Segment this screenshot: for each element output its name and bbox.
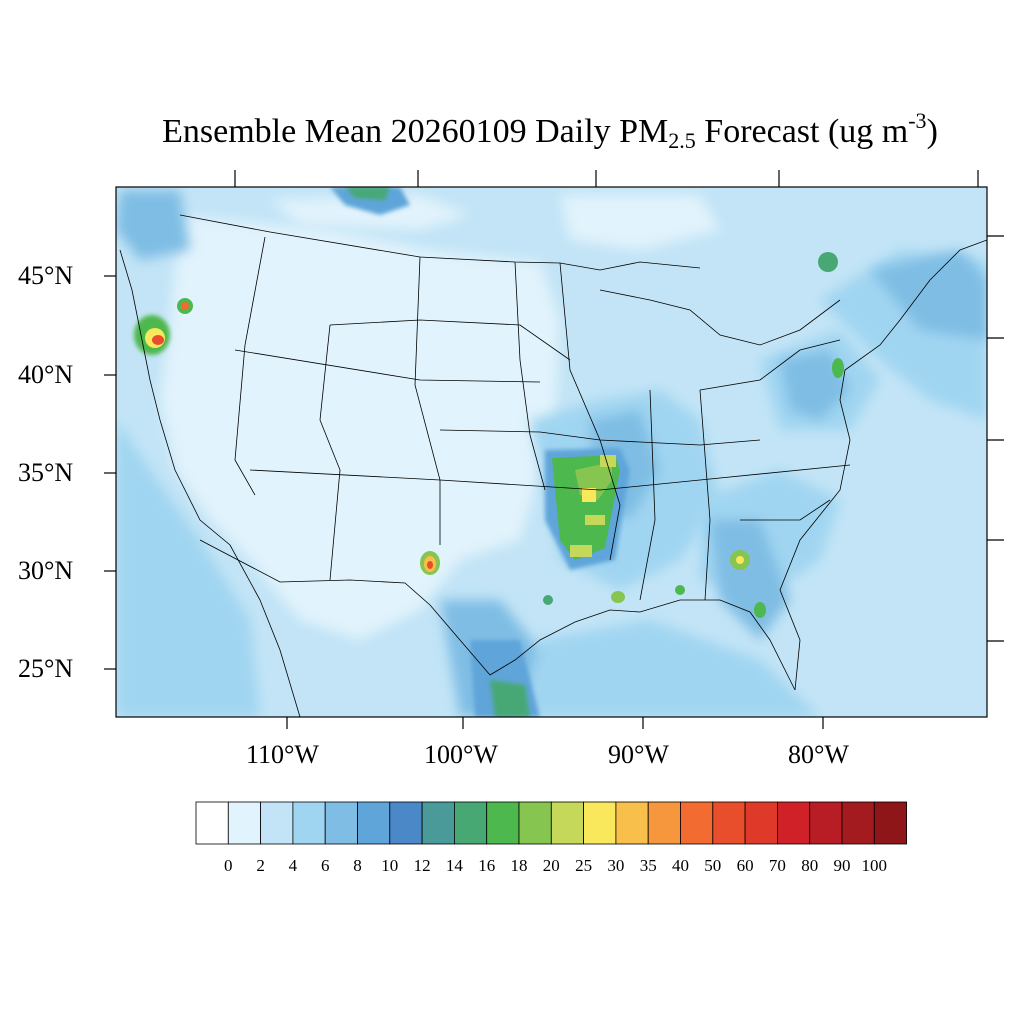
colorbar-box-1 xyxy=(227,801,262,845)
colorbar-label: 60 xyxy=(736,856,754,875)
colorbar-label: 18 xyxy=(510,856,528,875)
us-border-north xyxy=(179,214,701,271)
colorbar-label: 30 xyxy=(607,856,625,875)
state-line-8 xyxy=(234,349,541,383)
lon-label-80w: 80°W xyxy=(788,740,849,769)
lat-label-35n: 35°N xyxy=(18,458,74,487)
state-line-10 xyxy=(329,319,571,361)
concentration-field xyxy=(116,187,987,717)
colorbar-label: 20 xyxy=(542,856,560,875)
state-line-9 xyxy=(249,464,851,491)
colorbar-box-3 xyxy=(292,801,326,845)
state-line-4 xyxy=(514,261,546,491)
colorbar-box-15 xyxy=(680,801,714,845)
colorbar-box-13 xyxy=(615,801,649,845)
colorbar-label: 16 xyxy=(478,856,496,875)
colorbar-box-5 xyxy=(357,801,391,845)
state-line-2 xyxy=(319,324,341,581)
colorbar-box-10 xyxy=(518,801,552,845)
colorbar-label: 2 xyxy=(256,856,265,875)
colorbar-box-21 xyxy=(873,801,907,845)
lon-label-90w: 90°W xyxy=(608,740,669,769)
colorbar-label: 40 xyxy=(672,856,689,875)
colorbar-label: 50 xyxy=(704,856,722,875)
colorbar-box-2 xyxy=(260,801,294,845)
colorbar-box-16 xyxy=(712,801,746,845)
state-line-12 xyxy=(699,339,841,391)
colorbar xyxy=(195,801,907,845)
colorbar-label: 70 xyxy=(768,856,786,875)
state-line-11 xyxy=(439,429,761,446)
west-coast xyxy=(119,249,301,717)
colorbar-box-6 xyxy=(389,801,423,845)
colorbar-label: 0 xyxy=(224,856,233,875)
east-coast xyxy=(779,239,987,691)
lon-label-100w: 100°W xyxy=(424,740,498,769)
state-line-1 xyxy=(234,236,266,496)
colorbar-label: 12 xyxy=(413,856,431,875)
colorbar-box-9 xyxy=(486,801,520,845)
colorbar-box-14 xyxy=(647,801,681,845)
colorbar-label: 4 xyxy=(288,856,298,875)
lat-label-25n: 25°N xyxy=(18,654,74,683)
boundaries xyxy=(119,214,987,717)
state-line-3 xyxy=(414,256,441,545)
lat-label-30n: 30°N xyxy=(18,556,74,585)
low-concentration-region xyxy=(160,215,560,640)
lat-label-40n: 40°N xyxy=(18,360,74,389)
colorbar-box-18 xyxy=(777,801,811,845)
colorbar-box-11 xyxy=(550,801,584,845)
colorbar-box-17 xyxy=(744,801,778,845)
colorbar-label: 100 xyxy=(861,856,888,875)
colorbar-box-8 xyxy=(453,801,488,845)
colorbar-label: 80 xyxy=(801,856,819,875)
lat-label-45n: 45°N xyxy=(18,261,74,290)
colorbar-box-19 xyxy=(809,801,843,845)
colorbar-box-12 xyxy=(583,801,617,845)
state-line-6 xyxy=(639,389,656,601)
colorbar-box-4 xyxy=(324,801,358,845)
colorbar-label: 90 xyxy=(833,856,851,875)
colorbar-box-0 xyxy=(195,801,229,845)
great-lakes xyxy=(599,289,841,346)
colorbar-label: 25 xyxy=(575,856,593,875)
state-line-7 xyxy=(699,389,711,601)
colorbar-box-20 xyxy=(841,801,875,845)
mexico-border xyxy=(199,539,491,676)
colorbar-box-7 xyxy=(421,801,455,845)
colorbar-label: 6 xyxy=(320,856,330,875)
map-title: Ensemble Mean 20260109 Daily PM2.5 Forec… xyxy=(162,108,938,153)
colorbar-label: 35 xyxy=(639,856,657,875)
state-line-13 xyxy=(740,499,831,521)
colorbar-label: 14 xyxy=(445,856,463,875)
lon-label-110w: 110°W xyxy=(246,740,319,769)
map-frame xyxy=(104,170,1004,729)
colorbar-label: 10 xyxy=(381,856,399,875)
gulf-coast xyxy=(489,599,796,691)
colorbar-label: 8 xyxy=(353,856,362,875)
